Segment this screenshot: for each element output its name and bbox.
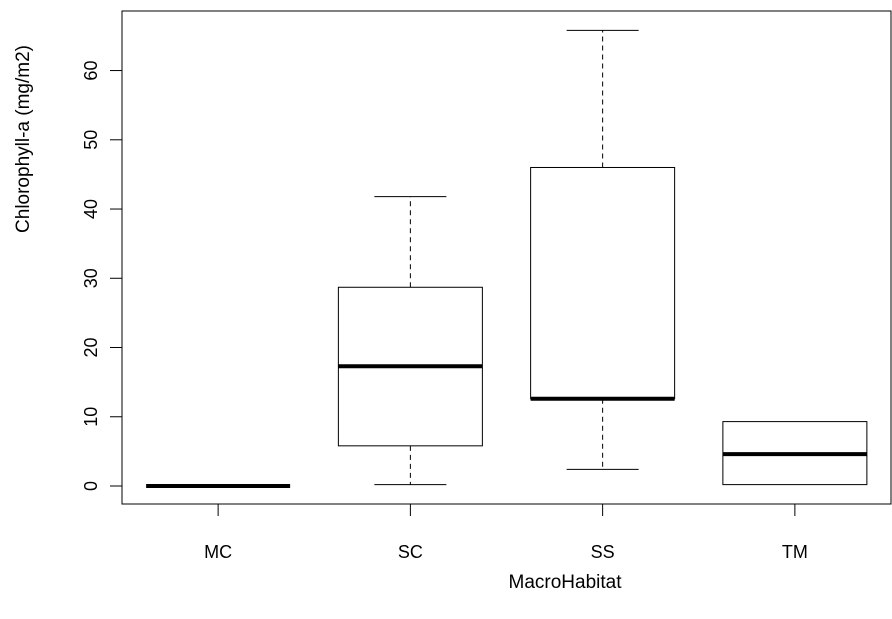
x-axis-title: MacroHabitat <box>509 572 623 593</box>
iqr-box <box>530 166 676 400</box>
x-tick-label: MC <box>204 542 232 562</box>
y-tick-label: 0 <box>81 481 101 491</box>
box-sc <box>337 196 483 486</box>
y-axis-title: Chlorophyll-a (mg/m2) <box>13 45 34 233</box>
y-tick-label: 40 <box>81 199 101 219</box>
x-axis: MC SC SS TM <box>204 503 808 562</box>
x-tick-label: SC <box>398 542 423 562</box>
y-tick-label: 10 <box>81 407 101 427</box>
box-tm <box>722 421 868 486</box>
y-axis: 0 10 20 30 40 50 60 <box>81 61 123 491</box>
y-tick-label: 20 <box>81 337 101 357</box>
box-ss <box>530 29 676 470</box>
boxes-group <box>146 29 868 488</box>
y-tick-label: 60 <box>81 61 101 81</box>
y-tick-label: 50 <box>81 130 101 150</box>
x-tick-label: TM <box>782 542 808 562</box>
y-tick-label: 30 <box>81 268 101 288</box>
x-tick-label: SS <box>591 542 615 562</box>
